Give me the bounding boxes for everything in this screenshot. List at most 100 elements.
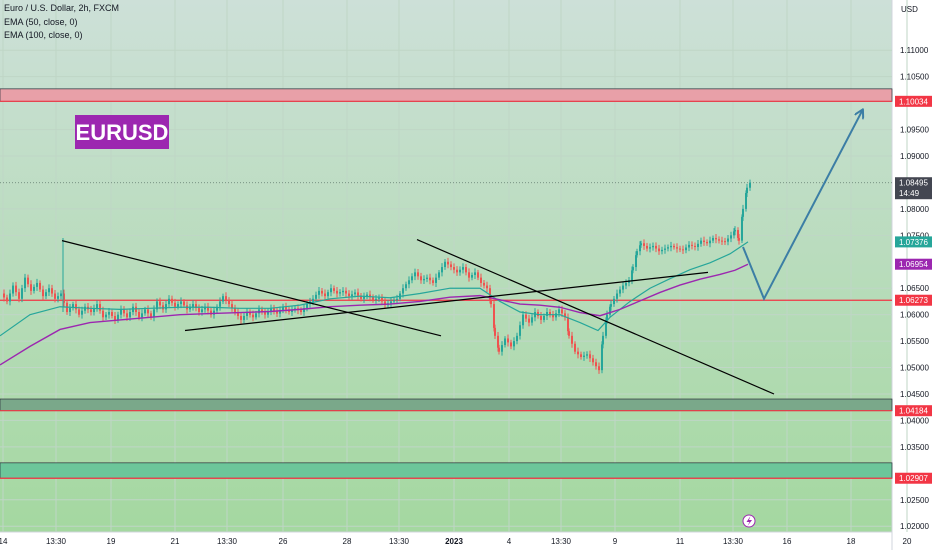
candle-body (712, 237, 714, 241)
candle-body (682, 249, 684, 251)
candle-body (54, 293, 56, 299)
candle-body (592, 358, 594, 363)
candle-body (402, 288, 404, 294)
candle-body (574, 343, 576, 352)
candle-body (595, 362, 597, 367)
badge-current-price-countdown: 14:49 (899, 189, 920, 198)
candle-body (694, 245, 696, 247)
candle-body (366, 294, 368, 297)
badge-support-level-box (895, 294, 932, 306)
candle-body (327, 292, 329, 297)
candle-body (706, 241, 708, 244)
candle-body (381, 297, 383, 302)
candle-body (108, 312, 110, 315)
candle-body (450, 264, 452, 268)
candle-body (111, 312, 113, 316)
legend-ema100: EMA (100, close, 0) (4, 30, 83, 40)
candle-body (138, 312, 140, 318)
candle-body (417, 272, 419, 277)
time-axis[interactable]: 14 13:30 19 21 13:30 26 28 13:30 2023 4 13:30 9 11 13… (0, 537, 912, 546)
candle-body (474, 272, 476, 275)
candle-body (42, 289, 44, 297)
candle-body (114, 315, 116, 320)
candle-body (745, 193, 747, 209)
candle-body (165, 304, 167, 310)
price-tick-label: 1.05000 (900, 364, 929, 373)
candle-body (625, 282, 627, 286)
candle-body (519, 325, 521, 336)
price-axis[interactable]: USD 1.11000 1.10500 1.09500 1.09000 1.08000 1… (900, 5, 929, 531)
candle-body (345, 290, 347, 294)
candle-body (156, 301, 158, 310)
candle-body (243, 315, 245, 320)
candle-body (51, 288, 53, 294)
candle-body (246, 312, 248, 316)
candle-body (96, 304, 98, 309)
candle-body (636, 251, 638, 256)
price-tick-label: 1.06000 (900, 311, 929, 320)
candle-body (393, 300, 395, 302)
candle-body (525, 314, 527, 319)
candle-body (632, 267, 634, 271)
candle-body (438, 272, 440, 278)
candle-body (195, 304, 197, 309)
candle-body (571, 335, 573, 344)
time-tick-label: 21 (171, 537, 180, 546)
badge-current-price-box (895, 177, 932, 200)
candle-body (150, 313, 152, 318)
candle-body (33, 286, 35, 291)
time-tick-label: 13:30 (389, 537, 410, 546)
candle-body (351, 294, 353, 297)
price-tick-label: 1.06500 (900, 284, 929, 293)
candle-body (318, 290, 320, 295)
candle-body (493, 304, 495, 328)
candle-body (749, 182, 751, 188)
candle-body (21, 288, 23, 299)
candle-body (528, 318, 530, 323)
candle-body (72, 304, 74, 309)
time-axis-background (0, 532, 932, 550)
candle-body (330, 288, 332, 293)
candle-body (39, 282, 41, 290)
projection-arrow (742, 111, 862, 302)
candle-body (324, 293, 326, 297)
candle-body (564, 313, 566, 318)
candle-body (69, 308, 71, 313)
candle-body (447, 261, 449, 265)
candle-body (18, 292, 20, 299)
candle-body (423, 278, 425, 281)
candle-body (357, 292, 359, 296)
candle-body (396, 298, 398, 301)
candle-body (540, 315, 542, 320)
candle-body (486, 285, 488, 289)
lightning-icon[interactable] (742, 514, 756, 528)
candle-body (721, 240, 723, 242)
candle-body (192, 304, 194, 307)
candle-body (738, 237, 740, 241)
legend-ema50: EMA (50, close, 0) (4, 17, 78, 27)
candle-body (635, 255, 637, 268)
candle-body (360, 295, 362, 299)
candle-body (420, 276, 422, 281)
candle-body (534, 312, 536, 318)
time-tick-label: 28 (343, 537, 352, 546)
candle-body (667, 247, 669, 249)
candle-body (261, 309, 263, 313)
candle-body (63, 293, 65, 303)
candle-body (174, 302, 176, 307)
candle-body (384, 301, 386, 306)
time-tick-label: 20 (903, 537, 912, 546)
candle-body (655, 245, 657, 249)
time-tick-label: 13:30 (723, 537, 744, 546)
candle-body (285, 306, 287, 310)
candle-body (333, 288, 335, 291)
candle-body (372, 297, 374, 300)
candle-body (688, 244, 690, 248)
candle-body (168, 298, 170, 305)
badge-top-level-box (895, 95, 932, 107)
candle-body (679, 248, 681, 250)
candle-body (652, 245, 654, 248)
